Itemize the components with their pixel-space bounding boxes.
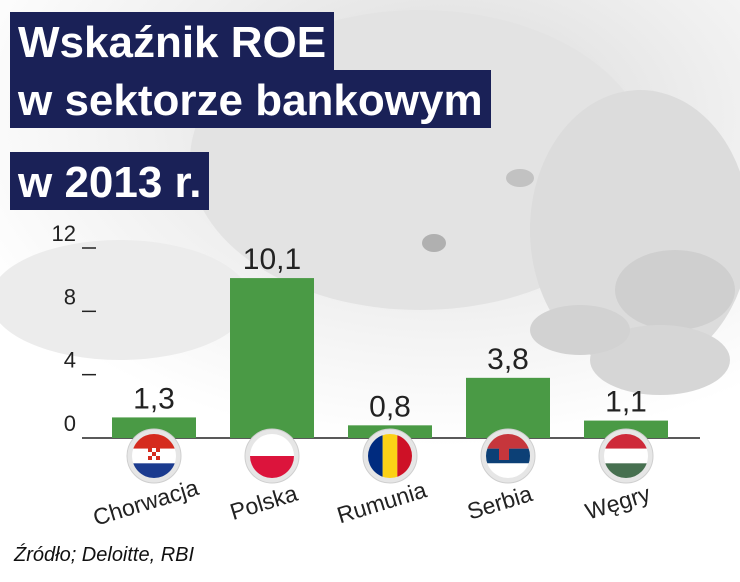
category-label: Chorwacja [90,474,202,531]
bar [230,278,314,438]
source-note: Źródło; Deloitte, RBI [14,544,195,566]
category-label: Serbia [464,480,535,524]
romania-flag-icon [368,434,412,478]
title-line-1: Wskaźnik ROE [10,12,335,70]
data-label: 0,8 [369,390,411,423]
y-tick-label: 4 [64,348,76,373]
title-line-2: w sektorze bankowym [10,70,491,128]
y-tick-label: 8 [64,284,76,309]
data-label: 10,1 [243,243,301,276]
category-label: Polska [227,480,301,525]
bar [112,417,196,438]
bar [466,377,550,438]
data-label: 1,3 [133,382,175,415]
title-line-3: w 2013 r. [10,152,210,210]
data-label: 1,1 [605,386,647,419]
category-label: Węgry [582,480,654,524]
serbia-flag-icon [486,434,530,478]
hungary-flag-icon [604,434,648,478]
poland-flag-icon [250,434,294,478]
y-tick-label: 0 [64,411,76,436]
y-tick-label: 12 [52,221,76,246]
category-label: Rumunia [334,476,430,528]
data-label: 3,8 [487,343,529,376]
croatia-flag-icon [132,434,176,478]
